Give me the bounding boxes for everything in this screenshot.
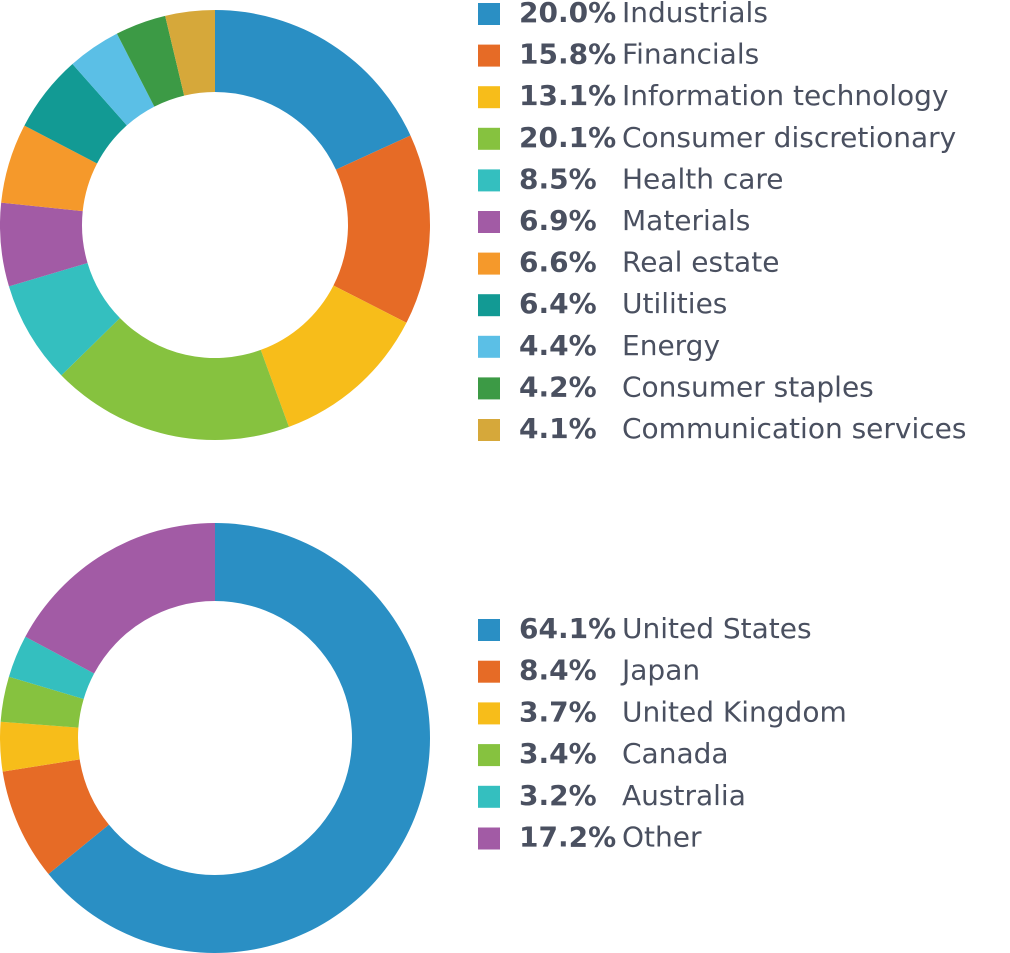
legend-value: 8.5% [519, 162, 597, 195]
legend-swatch [478, 294, 500, 317]
legend-value: 17.2% [519, 821, 616, 854]
legend-swatch [478, 785, 500, 808]
legend-value: 13.1% [519, 79, 616, 112]
legend-label: Materials [622, 204, 750, 237]
legend-value: 8.4% [519, 654, 597, 687]
donut-segment [0, 721, 80, 772]
donut-segment [165, 10, 215, 96]
legend-value: 20.0% [519, 0, 616, 29]
legend-value: 15.8% [519, 38, 616, 71]
donut-segment [8, 262, 120, 376]
donut-segment [260, 285, 407, 427]
legend-label: Information technology [622, 79, 948, 112]
donut-segment [8, 636, 95, 699]
legend-label: Consumer staples [622, 370, 874, 403]
donut-segment [1, 125, 98, 212]
legend-swatch [478, 744, 500, 767]
legend-value: 64.1% [519, 612, 616, 645]
legend-swatch [478, 44, 500, 67]
legend-label: Communication services [622, 412, 966, 445]
legend-swatch [478, 3, 500, 25]
legend-value: 6.9% [519, 204, 597, 237]
legend-label: Australia [622, 779, 746, 812]
legend-label: Financials [622, 38, 759, 71]
legend-label: Industrials [622, 0, 768, 29]
donut-segment [24, 64, 127, 164]
legend-label: Utilities [622, 287, 727, 320]
legend-swatch [478, 377, 500, 400]
donut-segment [25, 523, 215, 674]
legend-value: 3.2% [519, 779, 597, 812]
legend-label: Consumer discretionary [622, 121, 956, 154]
legend-value: 4.1% [519, 412, 597, 445]
legend-swatch [478, 252, 500, 275]
legend-swatch [478, 169, 500, 192]
legend-label: Canada [622, 737, 729, 770]
legend-label: Energy [622, 329, 720, 362]
legend-swatch [478, 702, 500, 725]
legend-value: 6.6% [519, 246, 597, 279]
donut-segment [215, 10, 411, 170]
legend-value: 3.7% [519, 695, 597, 728]
donut-segment [2, 759, 109, 875]
donut-segment [333, 135, 431, 323]
legend-swatch [478, 335, 500, 358]
legend-value: 4.2% [519, 370, 597, 403]
donut-segment [48, 523, 430, 953]
legend-label: Health care [622, 162, 784, 195]
legend-swatch [478, 419, 500, 441]
legend-label: Other [622, 821, 702, 854]
legend-label: United States [622, 612, 812, 645]
legend-value: 4.4% [519, 329, 597, 362]
donut-segment [116, 15, 185, 107]
donut-segment [72, 33, 155, 126]
legend-value: 3.4% [519, 737, 597, 770]
legend-swatch [478, 619, 500, 641]
legend-swatch [478, 86, 500, 109]
donut-segment [0, 202, 88, 287]
legend-swatch [478, 211, 500, 233]
legend-label: Real estate [622, 246, 779, 279]
legend-swatch [478, 827, 500, 850]
legend-value: 6.4% [519, 287, 597, 320]
legend-value: 20.1% [519, 121, 616, 154]
donut-segment [61, 318, 289, 441]
donut-segment [0, 676, 84, 728]
legend-swatch [478, 660, 500, 683]
legend-label: Japan [620, 654, 700, 687]
legend-swatch [478, 127, 500, 150]
legend-label: United Kingdom [622, 695, 847, 728]
